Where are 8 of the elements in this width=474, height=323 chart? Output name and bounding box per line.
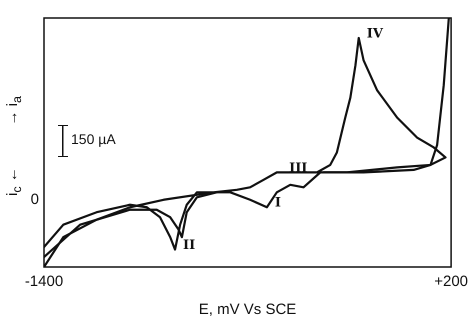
annotation: II: [183, 238, 196, 253]
x-axis-title: E, mV Vs SCE: [198, 301, 296, 318]
annotation: 150 µA: [71, 131, 116, 147]
x-tick-label: -1400: [24, 273, 64, 290]
x-tick-label: +200: [434, 273, 468, 290]
annotation: IV: [366, 26, 384, 42]
annotation: I: [274, 196, 281, 211]
text: 0: [30, 190, 39, 208]
